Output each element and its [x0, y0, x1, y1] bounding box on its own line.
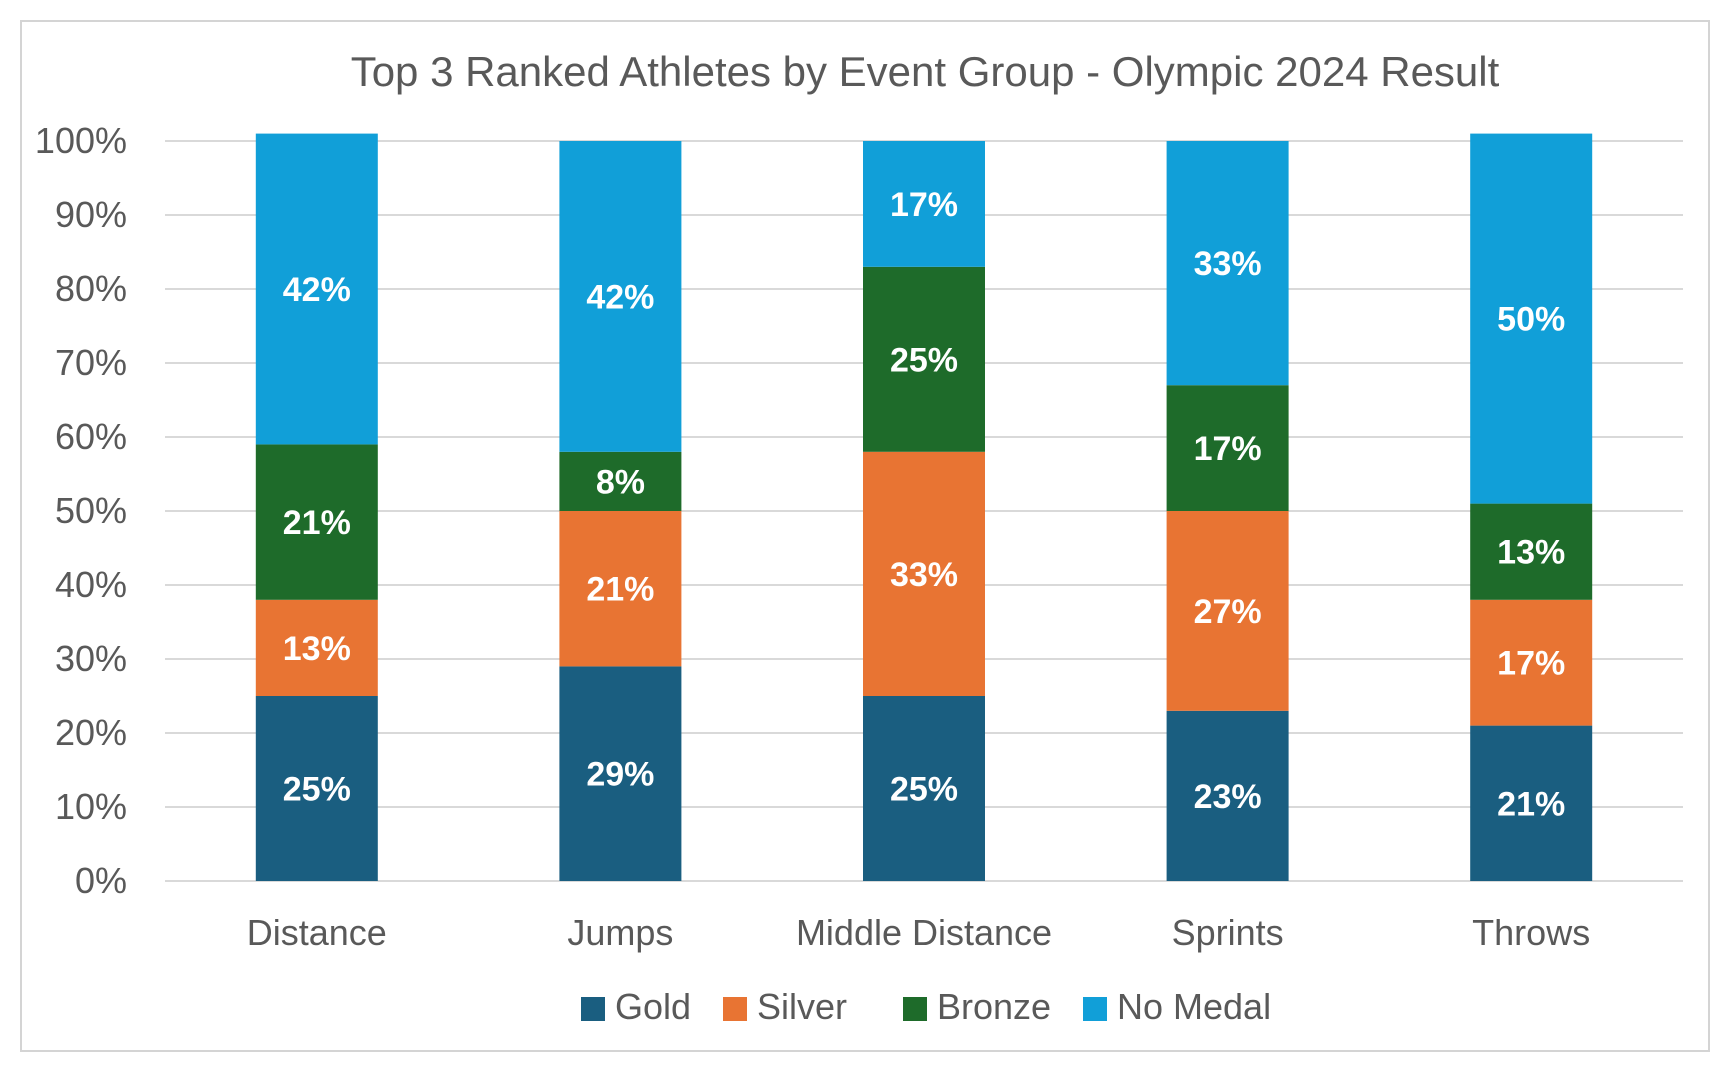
bar-segment: [863, 266, 985, 452]
bar-segment: [1166, 511, 1289, 711]
legend-label: Bronze: [937, 986, 1051, 1027]
y-tick-label: 90%: [55, 194, 127, 235]
y-tick-label: 10%: [55, 786, 127, 827]
data-label: 25%: [890, 341, 958, 379]
data-label: 50%: [1497, 301, 1565, 339]
data-label: 21%: [1497, 785, 1565, 823]
bar-segment: [1166, 141, 1289, 386]
data-label: 8%: [596, 463, 645, 501]
bar-segment: [863, 141, 985, 267]
bar-segment: [255, 444, 378, 600]
y-tick-label: 0%: [75, 860, 127, 901]
bar-segment: [559, 666, 682, 881]
legend-swatch: [1083, 997, 1107, 1021]
data-label: 17%: [1497, 645, 1565, 683]
legend-label: Silver: [757, 986, 847, 1027]
legend: Gold Silver Bronze No Medal: [581, 986, 1271, 1027]
y-tick-label: 70%: [55, 342, 127, 383]
bar-segment: [863, 696, 985, 881]
data-label: 21%: [586, 571, 654, 609]
x-category-label: Middle Distance: [796, 912, 1052, 953]
legend-swatch: [723, 997, 747, 1021]
data-label: 33%: [890, 556, 958, 594]
data-label: 33%: [1194, 245, 1262, 283]
y-tick-label: 80%: [55, 268, 127, 309]
legend-swatch: [903, 997, 927, 1021]
bar-segment: [559, 511, 682, 667]
x-category-label: Jumps: [567, 912, 673, 953]
x-axis-categories: Distance Jumps Middle Distance Sprints Throw…: [247, 912, 1590, 953]
legend-label: Gold: [615, 986, 691, 1027]
bar-segment: [1470, 599, 1593, 726]
y-tick-label: 60%: [55, 416, 127, 457]
y-tick-label: 20%: [55, 712, 127, 753]
bars: [255, 133, 1593, 881]
y-tick-label: 40%: [55, 564, 127, 605]
bar-segment: [559, 451, 682, 511]
data-labels: 25% 13% 21% 42% 29% 21% 8% 42% 25% 33% 25% 17% 23% 27…: [283, 186, 1565, 823]
bar-segment: [1166, 385, 1289, 511]
chart-title: Top 3 Ranked Athletes by Event Group - O…: [351, 48, 1500, 95]
bar-segment: [255, 599, 378, 696]
x-category-label: Throws: [1472, 912, 1590, 953]
bar-segment: [1470, 133, 1593, 504]
data-label: 23%: [1194, 778, 1262, 816]
data-label: 25%: [890, 771, 958, 809]
bar-segment: [1470, 725, 1593, 881]
data-label: 27%: [1194, 593, 1262, 631]
y-tick-label: 50%: [55, 490, 127, 531]
data-label: 17%: [890, 186, 958, 224]
data-label: 13%: [283, 630, 351, 668]
bar-segment: [863, 451, 985, 696]
bar-segment: [559, 141, 682, 452]
bar-segment: [1166, 710, 1289, 881]
data-label: 13%: [1497, 534, 1565, 572]
y-tick-label: 30%: [55, 638, 127, 679]
data-label: 29%: [586, 756, 654, 794]
data-label: 17%: [1194, 430, 1262, 468]
data-label: 42%: [283, 271, 351, 309]
legend-label: No Medal: [1117, 986, 1271, 1027]
bar-segment: [255, 696, 378, 881]
legend-swatch: [581, 997, 605, 1021]
y-axis-ticks: 0% 10% 20% 30% 40% 50% 60% 70% 80% 90% 100%: [35, 120, 127, 901]
data-label: 25%: [283, 771, 351, 809]
bar-segment: [255, 133, 378, 445]
bar-segment: [1470, 503, 1593, 600]
x-category-label: Distance: [247, 912, 387, 953]
data-label: 42%: [586, 278, 654, 316]
data-label: 21%: [283, 504, 351, 542]
y-tick-label: 100%: [35, 120, 127, 161]
x-category-label: Sprints: [1172, 912, 1284, 953]
